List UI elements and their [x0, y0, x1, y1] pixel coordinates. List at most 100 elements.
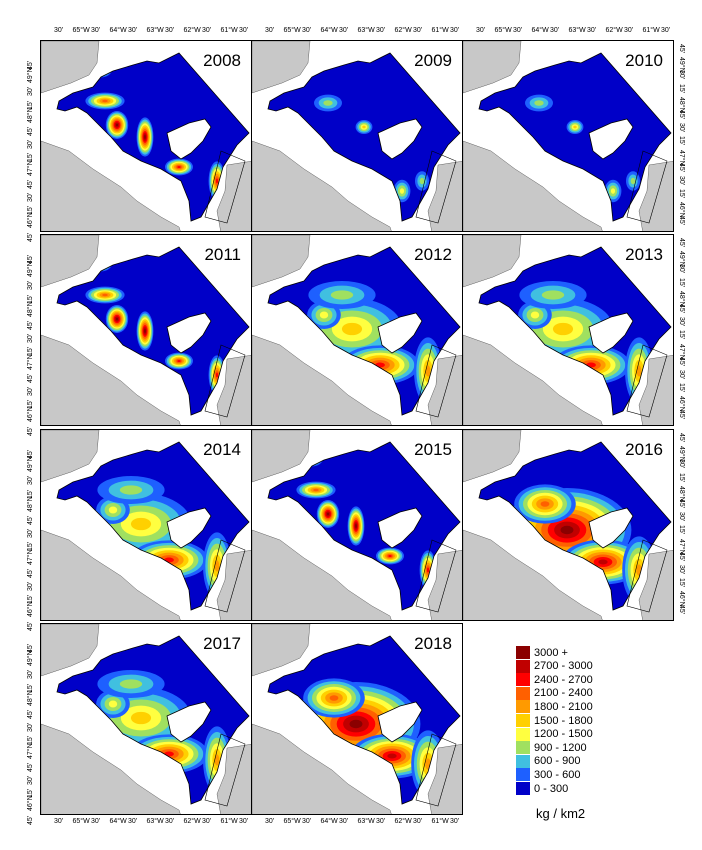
- land-mass: [41, 624, 100, 677]
- island: [377, 507, 423, 549]
- land-mass: [252, 529, 392, 620]
- bottom-tick-label: 30': [128, 818, 138, 825]
- bottom-tick-label: 61°W: [431, 818, 449, 825]
- density-contour: [313, 488, 319, 492]
- subarea-box: [415, 539, 457, 613]
- density-contour: [534, 100, 544, 106]
- top-tick-label: 65°W: [72, 27, 90, 34]
- land-mass: [463, 334, 603, 425]
- density-contour: [177, 165, 181, 169]
- density-contour: [144, 329, 146, 333]
- top-tick-label: 62°W: [394, 27, 412, 34]
- map-canvas: [252, 624, 462, 814]
- bottom-tick-label: 30': [91, 818, 101, 825]
- legend-swatch: [516, 727, 530, 741]
- bottom-tick-label: 65°W: [283, 818, 301, 825]
- latitude-tick-label: 45': [27, 426, 34, 436]
- latitude-tick-label: 45': [678, 409, 685, 419]
- land-mass: [427, 355, 462, 425]
- top-tick-label: 61°W: [220, 27, 238, 34]
- bottom-tick-label: 62°W: [183, 818, 201, 825]
- density-contour: [102, 293, 108, 297]
- latitude-tick-label: 30': [27, 723, 34, 733]
- density-contour: [330, 290, 354, 300]
- latitude-tick-label: 15': [678, 383, 685, 393]
- map-canvas: [463, 41, 673, 231]
- density-layer: [268, 442, 460, 610]
- bottom-tick-label: 62°W: [394, 818, 412, 825]
- latitude-tick-label: 15': [678, 525, 685, 535]
- density-layer: [479, 53, 671, 221]
- top-tick-label: 30': [587, 27, 597, 34]
- bottom-tick-label: 63°W: [357, 818, 375, 825]
- land-mass: [41, 529, 181, 620]
- island: [588, 507, 634, 549]
- density-layer: [479, 442, 671, 610]
- panel-year: 2014: [203, 440, 241, 459]
- latitude-tick-label: 30': [27, 281, 34, 291]
- map-canvas: [463, 430, 673, 620]
- land-mass: [216, 161, 251, 231]
- density-layer: [268, 636, 460, 804]
- latitude-tick-label: 47°N: [27, 742, 34, 759]
- map-panel-2008: 2008: [40, 40, 252, 232]
- land-mass: [216, 744, 251, 814]
- latitude-tick-label: 45': [27, 373, 34, 383]
- latitude-tick-label: 45': [27, 515, 34, 525]
- latitude-tick-label: 30': [27, 140, 34, 150]
- land-mass: [41, 723, 181, 814]
- top-tick-label: 63°W: [568, 27, 586, 34]
- land-mass: [216, 550, 251, 620]
- map-canvas: [252, 235, 462, 425]
- top-tick-label: 30': [476, 27, 486, 34]
- map-canvas: [41, 235, 251, 425]
- latitude-tick-label: 30': [678, 70, 685, 80]
- latitude-tick-label: 48°N: [27, 690, 34, 706]
- density-contour: [387, 753, 397, 759]
- density-contour: [214, 560, 220, 572]
- latitude-tick-label: 48°N: [27, 301, 34, 317]
- land-mass: [427, 161, 462, 231]
- panel-year: 2018: [414, 634, 452, 653]
- survey-boundary: [267, 246, 461, 416]
- panel-year: 2017: [203, 634, 241, 653]
- land-mass: [463, 529, 603, 620]
- top-tick-label: 30': [550, 27, 560, 34]
- latitude-tick-label: 30': [678, 565, 685, 575]
- land-mass: [427, 550, 462, 620]
- top-tick-label: 30': [128, 27, 138, 34]
- density-contour: [119, 485, 143, 495]
- density-layer: [268, 247, 460, 415]
- legend-swatch: [516, 700, 530, 714]
- panel-year: 2013: [625, 245, 663, 264]
- bottom-tick-label: 30': [165, 818, 175, 825]
- island: [377, 701, 423, 743]
- legend-swatch: [516, 714, 530, 727]
- density-contour: [598, 559, 608, 565]
- latitude-tick-label: 15': [678, 330, 685, 340]
- density-contour: [530, 311, 540, 319]
- legend-class: 1800 - 2100: [516, 700, 593, 714]
- bottom-tick-label: 64°W: [320, 818, 338, 825]
- subarea-box: [204, 344, 246, 418]
- latitude-tick-label: 45': [678, 499, 685, 509]
- top-tick-label: 30': [413, 27, 423, 34]
- latitude-tick-label: 49°N: [27, 261, 34, 278]
- density-contour: [326, 512, 330, 516]
- latitude-tick-label: 15': [678, 189, 685, 199]
- land-mass: [41, 41, 100, 94]
- map-panel-2013: 2013: [462, 234, 674, 426]
- land-mass: [463, 235, 522, 288]
- map-panel-2017: 2017: [40, 623, 252, 815]
- legend-swatch: [516, 686, 530, 700]
- subarea-box: [626, 344, 668, 418]
- density-contour: [144, 135, 146, 139]
- density-contour: [552, 322, 574, 336]
- legend-label: 300 - 600: [534, 768, 581, 781]
- latitude-tick-label: 30': [678, 176, 685, 186]
- latitude-tick-label: 46°N: [27, 795, 34, 812]
- top-tick-label: 30': [661, 27, 671, 34]
- bottom-tick-label: 30': [450, 818, 460, 825]
- map-panel-2015: 2015: [251, 429, 463, 621]
- latitude-tick-label: 45': [678, 304, 685, 314]
